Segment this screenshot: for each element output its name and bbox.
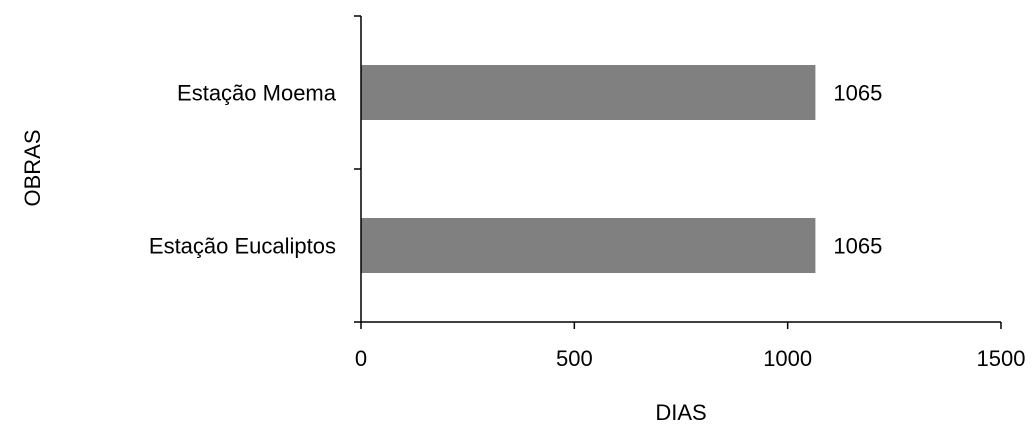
category-label-2: Estação Eucaliptos — [149, 234, 336, 259]
y-axis-title: OBRAS — [20, 129, 45, 206]
bar-1 — [361, 65, 816, 120]
x-tick-label-2: 500 — [556, 346, 593, 371]
x-tick-label-1: 0 — [355, 346, 367, 371]
category-label-1: Estação Moema — [177, 81, 337, 106]
data-label-2: 1065 — [833, 234, 882, 259]
x-axis-title: DIAS — [655, 400, 706, 425]
data-label-1: 1065 — [833, 81, 882, 106]
x-tick-label-3: 1000 — [763, 346, 812, 371]
bar-2 — [361, 218, 816, 273]
plot-area: Estação Moema 1065 Estação Eucaliptos 1065 0… — [149, 15, 1026, 371]
x-tick-label-4: 1500 — [977, 346, 1026, 371]
